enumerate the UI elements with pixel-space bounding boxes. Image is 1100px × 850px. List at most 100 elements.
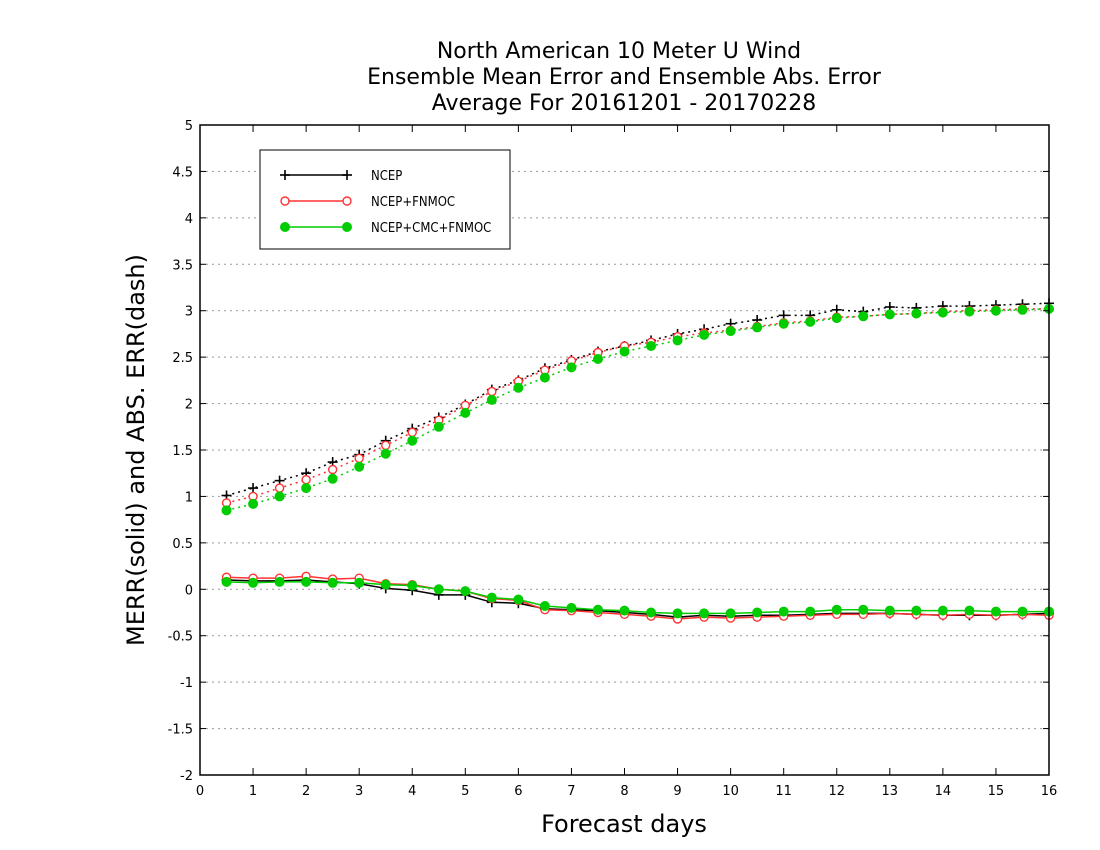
data-point-merr-ncep-cmc-fnmoc <box>1017 606 1028 617</box>
data-point-merr-ncep-cmc-fnmoc <box>566 602 577 613</box>
x-tick-label: 8 <box>620 784 628 799</box>
x-tick-label: 2 <box>302 784 310 799</box>
y-tick-label: 0.5 <box>172 537 193 552</box>
data-point-abs-err-ncep-cmc-fnmoc <box>725 326 736 337</box>
data-point-abs-err-ncep-fnmoc <box>487 386 497 397</box>
legend-marker-ncep <box>280 170 290 180</box>
data-point-abs-err-ncep-cmc-fnmoc <box>301 483 312 494</box>
data-point-merr-ncep-cmc-fnmoc <box>990 606 1001 617</box>
data-point-abs-err-ncep-cmc-fnmoc <box>964 306 975 317</box>
x-tick-label: 1 <box>249 784 257 799</box>
series-layer <box>221 298 1054 624</box>
data-point-merr-ncep-cmc-fnmoc <box>699 608 710 619</box>
data-point-merr-ncep-cmc-fnmoc <box>831 604 842 615</box>
chart-title-line-3: Average For 20161201 - 20170228 <box>432 91 817 116</box>
data-point-abs-err-ncep-fnmoc <box>301 475 311 485</box>
data-point-abs-err-ncep-cmc-fnmoc <box>566 362 577 373</box>
x-tick-label: 7 <box>567 784 575 799</box>
y-tick-label: -1.5 <box>168 723 193 738</box>
data-point-abs-err-ncep-cmc-fnmoc <box>858 311 869 322</box>
legend-marker-ncep-cmc-fnmoc <box>342 222 352 232</box>
data-point-merr-ncep-cmc-fnmoc <box>354 577 365 588</box>
data-point-abs-err-ncep-cmc-fnmoc <box>327 473 338 484</box>
data-point-merr-ncep-cmc-fnmoc <box>221 576 232 587</box>
data-point-merr-ncep-cmc-fnmoc <box>725 608 736 619</box>
y-tick-label: 3.5 <box>172 258 193 273</box>
data-point-abs-err-ncep-cmc-fnmoc <box>380 448 391 459</box>
data-point-abs-err-ncep-cmc-fnmoc <box>539 372 550 383</box>
data-point-merr-ncep-cmc-fnmoc <box>619 605 630 616</box>
x-tick-label: 11 <box>775 784 792 799</box>
data-point-merr-ncep-cmc-fnmoc <box>752 607 763 618</box>
data-point-merr-ncep-cmc-fnmoc <box>592 604 603 615</box>
y-tick-label: -0.5 <box>168 630 193 645</box>
legend-label-ncep-cmc-fnmoc: NCEP+CMC+FNMOC <box>371 221 491 236</box>
data-point-abs-err-ncep-cmc-fnmoc <box>221 505 232 516</box>
chart-title-line-2: Ensemble Mean Error and Ensemble Abs. Er… <box>367 65 882 90</box>
data-point-abs-err-ncep-cmc-fnmoc <box>274 491 285 502</box>
chart-title: North American 10 Meter U Wind Ensemble … <box>367 39 882 116</box>
data-point-abs-err-ncep-cmc-fnmoc <box>592 354 603 364</box>
series-line-abs-err-ncep <box>226 302 1050 497</box>
legend: NCEP NCEP+FNMOC NCEP+CMC+FNMOC <box>259 149 511 250</box>
data-point-abs-err-ncep-cmc-fnmoc <box>778 318 789 329</box>
y-tick-label: 5 <box>185 119 193 134</box>
y-tick-label: 4.5 <box>172 165 193 180</box>
data-point-merr-ncep-cmc-fnmoc <box>858 604 869 615</box>
data-point-abs-err-ncep-cmc-fnmoc <box>354 461 365 472</box>
data-point-merr-ncep-cmc-fnmoc <box>937 605 948 616</box>
gridlines <box>200 170 1049 730</box>
legend-marker-ncep-fnmoc <box>280 196 290 206</box>
data-point-merr-ncep-cmc-fnmoc <box>964 605 975 616</box>
data-point-abs-err-ncep-cmc-fnmoc <box>831 313 842 324</box>
legend-box <box>259 149 511 250</box>
x-tick-label: 15 <box>988 784 1005 799</box>
x-tick-label: 10 <box>722 784 739 799</box>
data-point-abs-err-ncep-cmc-fnmoc <box>752 322 763 333</box>
data-point-merr-ncep-cmc-fnmoc <box>486 592 497 603</box>
y-tick-label: 2 <box>185 398 193 413</box>
x-tick-label: 0 <box>196 784 204 799</box>
series-line-abs-err-ncep-cmc-fnmoc <box>226 308 1050 512</box>
data-point-abs-err-ncep-cmc-fnmoc <box>407 435 418 446</box>
x-tick-label: 16 <box>1041 784 1058 799</box>
legend-marker-ncep <box>342 170 352 180</box>
x-axis-label: Forecast days <box>541 810 707 838</box>
data-point-merr-ncep-cmc-fnmoc <box>380 579 391 590</box>
data-point-merr-ncep-cmc-fnmoc <box>778 606 789 617</box>
data-point-abs-err-ncep-cmc-fnmoc <box>699 329 710 340</box>
data-point-abs-err-ncep-fnmoc <box>354 453 364 464</box>
data-point-abs-err-ncep-cmc-fnmoc <box>433 421 444 432</box>
y-tick-label: 2.5 <box>172 351 193 366</box>
y-tick-label: 1 <box>185 490 193 505</box>
data-point-merr-ncep-cmc-fnmoc <box>433 584 444 595</box>
data-point-abs-err-ncep-fnmoc <box>381 440 391 451</box>
y-tick-label: -1 <box>180 676 193 691</box>
y-tick-label: 4 <box>185 212 193 227</box>
data-point-abs-err-ncep-fnmoc <box>407 427 417 438</box>
data-point-abs-err-ncep-cmc-fnmoc <box>513 382 524 393</box>
y-tick-label: 0 <box>185 583 193 598</box>
data-point-merr-ncep-cmc-fnmoc <box>911 605 922 616</box>
data-point-merr-ncep-cmc-fnmoc <box>460 586 471 597</box>
data-point-merr-ncep-cmc-fnmoc <box>513 594 524 605</box>
legend-label-ncep: NCEP <box>371 169 402 184</box>
data-point-merr-ncep-cmc-fnmoc <box>407 580 418 591</box>
chart-title-line-1: North American 10 Meter U Wind <box>437 39 801 64</box>
x-tick-label: 14 <box>935 784 952 799</box>
data-point-merr-ncep-cmc-fnmoc <box>805 606 816 617</box>
x-tick-label: 3 <box>355 784 363 799</box>
data-point-abs-err-ncep-cmc-fnmoc <box>911 308 922 319</box>
data-point-merr-ncep-cmc-fnmoc <box>672 608 683 619</box>
series-line-abs-err-ncep-fnmoc <box>226 308 1049 504</box>
legend-marker-ncep-cmc-fnmoc <box>280 222 290 232</box>
x-tick-label: 9 <box>673 784 681 799</box>
series-line-merr-ncep-cmc-fnmoc <box>226 581 1049 615</box>
data-point-abs-err-ncep-cmc-fnmoc <box>937 307 948 318</box>
data-point-abs-err-ncep <box>248 483 259 494</box>
data-point-abs-err-ncep-cmc-fnmoc <box>1017 304 1028 315</box>
data-point-abs-err-ncep-cmc-fnmoc <box>672 335 683 346</box>
data-point-abs-err-ncep-cmc-fnmoc <box>990 305 1001 316</box>
data-point-abs-err-ncep-cmc-fnmoc <box>460 407 471 418</box>
